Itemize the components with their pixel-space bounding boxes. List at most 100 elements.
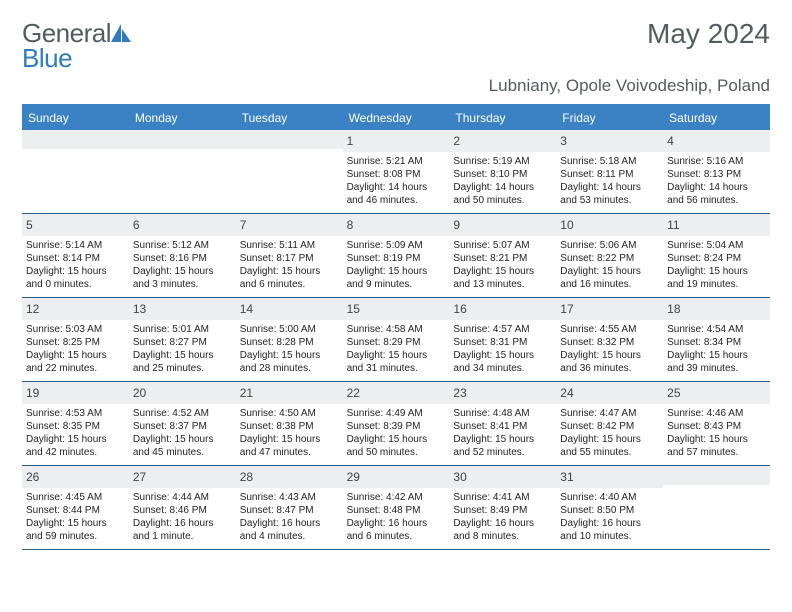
day-number-row-empty [129, 130, 236, 149]
day-number-row: 13 [129, 298, 236, 320]
calendar-week-row: 26 Sunrise: 4:45 AMSunset: 8:44 PMDayligh… [22, 466, 770, 550]
day-info: Sunrise: 4:49 AMSunset: 8:39 PMDaylight:… [347, 407, 446, 459]
day-cell: 6Sunrise: 5:12 AMSunset: 8:16 PMDaylight… [129, 214, 236, 297]
day-cell: 20Sunrise: 4:52 AMSunset: 8:37 PMDayligh… [129, 382, 236, 465]
weekday-header: Monday [129, 106, 236, 130]
day-number-row: 19 [22, 382, 129, 404]
day-cell: 19 Sunrise: 4:53 AMSunset: 8:35 PMDayligh… [22, 382, 129, 465]
day-info: Sunrise: 4:54 AMSunset: 8:34 PMDaylight:… [667, 323, 766, 375]
day-number-row-empty [236, 130, 343, 149]
day-number-row: 25 [663, 382, 770, 404]
day-cell: 22 Sunrise: 4:49 AMSunset: 8:39 PMDayligh… [343, 382, 450, 465]
day-info: Sunrise: 5:16 AMSunset: 8:13 PMDaylight:… [667, 155, 766, 207]
day-info: Sunrise: 4:40 AMSunset: 8:50 PMDaylight:… [560, 491, 659, 543]
day-number: 29 [347, 470, 360, 484]
day-info: Sunrise: 5:01 AMSunset: 8:27 PMDaylight:… [133, 323, 232, 375]
day-info: Sunrise: 4:42 AMSunset: 8:48 PMDaylight:… [347, 491, 446, 543]
day-cell: 13 Sunrise: 5:01 AMSunset: 8:27 PMDayligh… [129, 298, 236, 381]
day-info: Sunrise: 5:19 AMSunset: 8:10 PMDaylight:… [453, 155, 552, 207]
day-number: 23 [453, 386, 466, 400]
day-number: 5 [26, 218, 33, 232]
day-cell: 27 Sunrise: 4:44 AMSunset: 8:46 PMDayligh… [129, 466, 236, 549]
day-info: Sunrise: 4:52 AMSunset: 8:37 PMDaylight:… [133, 407, 232, 459]
day-cell: 16Sunrise: 4:57 AMSunset: 8:31 PMDayligh… [449, 298, 556, 381]
day-cell [236, 130, 343, 213]
day-number-row: 17 [556, 298, 663, 320]
day-number-row: 1 [343, 130, 450, 152]
day-info: Sunrise: 4:44 AMSunset: 8:46 PMDaylight:… [133, 491, 232, 543]
day-info: Sunrise: 4:47 AMSunset: 8:42 PMDaylight:… [560, 407, 659, 459]
location-text: Lubniany, Opole Voivodeship, Poland [22, 76, 770, 96]
weekday-header-row: SundayMondayTuesdayWednesdayThursdayFrid… [22, 106, 770, 130]
day-cell: 10Sunrise: 5:06 AMSunset: 8:22 PMDayligh… [556, 214, 663, 297]
day-number-row: 24 [556, 382, 663, 404]
logo-sail-icon [111, 24, 133, 42]
day-info: Sunrise: 5:04 AMSunset: 8:24 PMDaylight:… [667, 239, 766, 291]
day-info: Sunrise: 4:58 AMSunset: 8:29 PMDaylight:… [347, 323, 446, 375]
day-number: 27 [133, 470, 146, 484]
day-number-row: 4 [663, 130, 770, 152]
day-cell: 29 Sunrise: 4:42 AMSunset: 8:48 PMDayligh… [343, 466, 450, 549]
day-number: 22 [347, 386, 360, 400]
day-number-row: 28 [236, 466, 343, 488]
day-cell: 23 Sunrise: 4:48 AMSunset: 8:41 PMDayligh… [449, 382, 556, 465]
day-cell: 18Sunrise: 4:54 AMSunset: 8:34 PMDayligh… [663, 298, 770, 381]
day-info: Sunrise: 4:48 AMSunset: 8:41 PMDaylight:… [453, 407, 552, 459]
day-number-row: 9 [449, 214, 556, 236]
day-cell: 2 Sunrise: 5:19 AMSunset: 8:10 PMDaylight… [449, 130, 556, 213]
day-number-row: 29 [343, 466, 450, 488]
day-number: 13 [133, 302, 146, 316]
day-info: Sunrise: 4:41 AMSunset: 8:49 PMDaylight:… [453, 491, 552, 543]
header: General Blue May 2024 [22, 18, 770, 74]
day-number-row-empty [663, 466, 770, 485]
day-cell: 24 Sunrise: 4:47 AMSunset: 8:42 PMDayligh… [556, 382, 663, 465]
day-number-row: 11 [663, 214, 770, 236]
day-cell: 26 Sunrise: 4:45 AMSunset: 8:44 PMDayligh… [22, 466, 129, 549]
day-info: Sunrise: 5:00 AMSunset: 8:28 PMDaylight:… [240, 323, 339, 375]
day-number-row: 8 [343, 214, 450, 236]
title-block: May 2024 [647, 18, 770, 50]
day-number-row-empty [22, 130, 129, 149]
day-cell: 11 Sunrise: 5:04 AMSunset: 8:24 PMDayligh… [663, 214, 770, 297]
day-number: 19 [26, 386, 39, 400]
day-number-row: 12 [22, 298, 129, 320]
day-cell [663, 466, 770, 549]
day-cell: 12Sunrise: 5:03 AMSunset: 8:25 PMDayligh… [22, 298, 129, 381]
day-number-row: 7 [236, 214, 343, 236]
day-number-row: 31 [556, 466, 663, 488]
day-info: Sunrise: 4:53 AMSunset: 8:35 PMDaylight:… [26, 407, 125, 459]
day-number-row: 3 [556, 130, 663, 152]
day-number-row: 16 [449, 298, 556, 320]
day-number: 28 [240, 470, 253, 484]
day-number-row: 21 [236, 382, 343, 404]
day-number: 24 [560, 386, 573, 400]
day-cell: 14Sunrise: 5:00 AMSunset: 8:28 PMDayligh… [236, 298, 343, 381]
day-number-row: 6 [129, 214, 236, 236]
day-info: Sunrise: 5:14 AMSunset: 8:14 PMDaylight:… [26, 239, 125, 291]
day-number: 25 [667, 386, 680, 400]
day-info: Sunrise: 4:45 AMSunset: 8:44 PMDaylight:… [26, 491, 125, 543]
day-info: Sunrise: 5:07 AMSunset: 8:21 PMDaylight:… [453, 239, 552, 291]
day-number: 15 [347, 302, 360, 316]
calendar: SundayMondayTuesdayWednesdayThursdayFrid… [22, 104, 770, 550]
day-number: 17 [560, 302, 573, 316]
day-number: 30 [453, 470, 466, 484]
day-cell: 17Sunrise: 4:55 AMSunset: 8:32 PMDayligh… [556, 298, 663, 381]
day-number: 9 [453, 218, 460, 232]
day-number-row: 26 [22, 466, 129, 488]
day-cell [129, 130, 236, 213]
calendar-week-row: 19 Sunrise: 4:53 AMSunset: 8:35 PMDayligh… [22, 382, 770, 466]
day-number-row: 2 [449, 130, 556, 152]
day-number: 11 [667, 218, 679, 232]
day-number: 1 [347, 134, 354, 148]
day-number-row: 23 [449, 382, 556, 404]
day-cell: 3Sunrise: 5:18 AMSunset: 8:11 PMDaylight… [556, 130, 663, 213]
day-info: Sunrise: 4:50 AMSunset: 8:38 PMDaylight:… [240, 407, 339, 459]
logo: General Blue [22, 18, 133, 74]
weekday-header: Thursday [449, 106, 556, 130]
calendar-week-row: 5 Sunrise: 5:14 AMSunset: 8:14 PMDaylight… [22, 214, 770, 298]
day-number: 26 [26, 470, 39, 484]
day-number: 4 [667, 134, 674, 148]
day-number: 16 [453, 302, 466, 316]
day-number: 8 [347, 218, 354, 232]
